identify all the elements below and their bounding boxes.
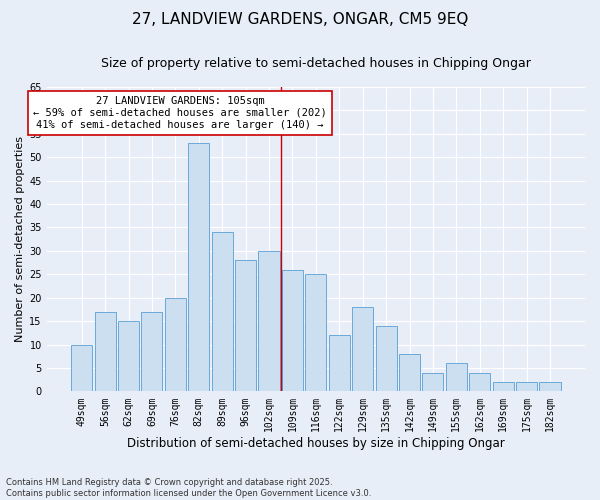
Bar <box>95 312 116 392</box>
Text: Contains HM Land Registry data © Crown copyright and database right 2025.
Contai: Contains HM Land Registry data © Crown c… <box>6 478 371 498</box>
Bar <box>282 270 303 392</box>
Bar <box>399 354 420 392</box>
Bar <box>118 321 139 392</box>
Bar <box>352 307 373 392</box>
Bar <box>469 372 490 392</box>
Bar <box>305 274 326 392</box>
Bar <box>539 382 560 392</box>
Bar <box>493 382 514 392</box>
Bar <box>188 143 209 392</box>
Bar <box>71 344 92 392</box>
Bar <box>165 298 186 392</box>
Bar <box>422 372 443 392</box>
Bar <box>329 335 350 392</box>
X-axis label: Distribution of semi-detached houses by size in Chipping Ongar: Distribution of semi-detached houses by … <box>127 437 505 450</box>
Bar <box>376 326 397 392</box>
Bar <box>259 251 280 392</box>
Bar <box>446 363 467 392</box>
Bar <box>235 260 256 392</box>
Bar <box>516 382 537 392</box>
Text: 27 LANDVIEW GARDENS: 105sqm
← 59% of semi-detached houses are smaller (202)
41% : 27 LANDVIEW GARDENS: 105sqm ← 59% of sem… <box>33 96 327 130</box>
Text: 27, LANDVIEW GARDENS, ONGAR, CM5 9EQ: 27, LANDVIEW GARDENS, ONGAR, CM5 9EQ <box>132 12 468 28</box>
Bar <box>212 232 233 392</box>
Bar <box>142 312 163 392</box>
Title: Size of property relative to semi-detached houses in Chipping Ongar: Size of property relative to semi-detach… <box>101 58 531 70</box>
Y-axis label: Number of semi-detached properties: Number of semi-detached properties <box>15 136 25 342</box>
